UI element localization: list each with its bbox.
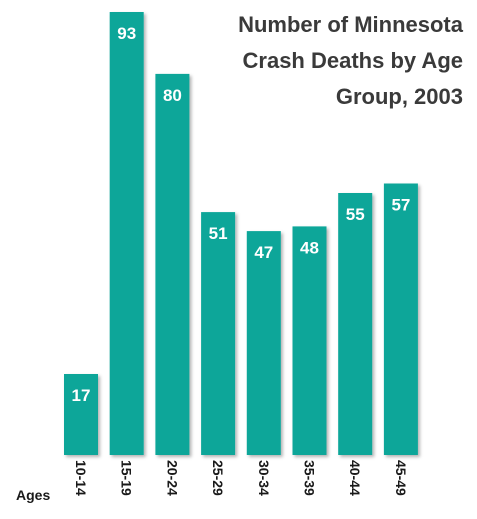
- bar-20-24: [155, 73, 190, 456]
- bar-30-34: [246, 231, 281, 455]
- bar-15-19: [109, 12, 144, 455]
- x-tick-label-15-19: 15-19: [119, 460, 135, 496]
- data-label-45-49: 57: [391, 196, 410, 215]
- chart-title-line-1: Number of Minnesota: [238, 12, 463, 37]
- bar-25-29: [201, 212, 236, 455]
- x-tick-label-45-49: 45-49: [393, 460, 409, 496]
- chart-title-line-2: Crash Deaths by Age: [242, 48, 463, 73]
- x-tick-label-40-44: 40-44: [347, 460, 363, 496]
- x-tick-label-30-34: 30-34: [256, 460, 272, 496]
- data-label-35-39: 48: [300, 238, 319, 257]
- x-tick-label-35-39: 35-39: [302, 460, 318, 496]
- bar-35-39: [292, 226, 327, 455]
- chart-title-line-3: Group, 2003: [335, 84, 463, 109]
- data-label-25-29: 51: [209, 224, 228, 243]
- data-label-20-24: 80: [163, 86, 182, 105]
- data-label-40-44: 55: [346, 205, 365, 224]
- bar-40-44: [338, 193, 373, 455]
- x-tick-label-10-14: 10-14: [73, 460, 89, 496]
- data-label-30-34: 47: [254, 243, 273, 262]
- x-axis-label: Ages: [16, 487, 51, 503]
- data-label-15-19: 93: [117, 24, 136, 43]
- x-tick-label-20-24: 20-24: [164, 460, 180, 496]
- bar-45-49: [383, 183, 418, 455]
- bar-10-14: [64, 374, 98, 455]
- x-tick-label-25-29: 25-29: [210, 460, 226, 496]
- data-label-10-14: 17: [72, 386, 91, 405]
